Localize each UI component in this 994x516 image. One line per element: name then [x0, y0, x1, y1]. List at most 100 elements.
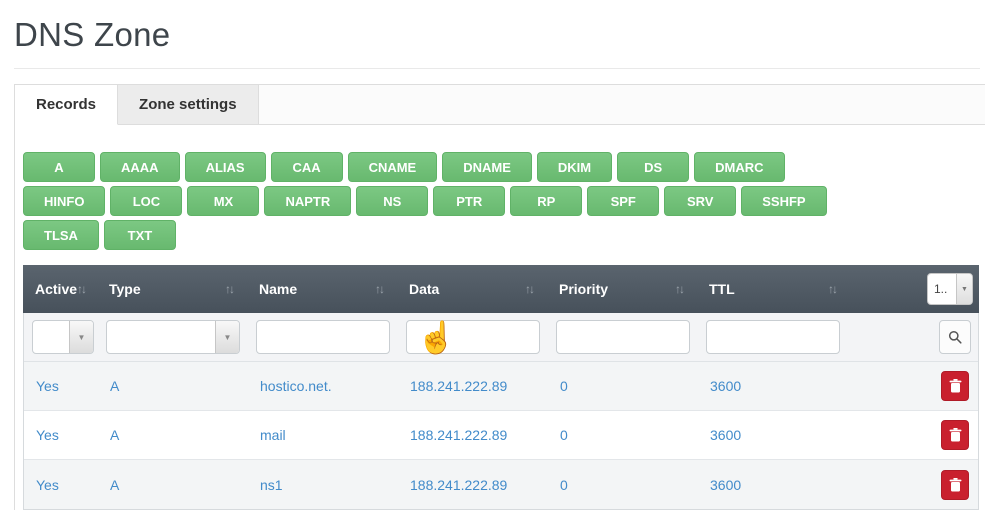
record-type-button-srv[interactable]: SRV — [664, 186, 737, 216]
tab-bar: Records Zone settings — [15, 84, 985, 125]
column-label-name: Name — [259, 281, 298, 297]
record-type-button-cname[interactable]: CNAME — [347, 152, 438, 182]
filter-name-input[interactable] — [256, 320, 390, 354]
column-header-ttl[interactable]: TTL ↑↓ — [697, 281, 923, 297]
record-type-row-2: HINFO LOC MX NAPTR NS PTR RP SPF SRV SSH… — [23, 186, 985, 216]
cell-active[interactable]: Yes — [36, 476, 59, 493]
column-label-data: Data — [409, 281, 440, 297]
filter-priority-input[interactable] — [556, 320, 690, 354]
column-header-active[interactable]: Active ↑↓ — [23, 281, 97, 297]
chevron-down-icon[interactable]: ▼ — [69, 321, 93, 353]
record-type-button-txt[interactable]: TXT — [103, 220, 176, 250]
column-label-active: Active — [35, 281, 78, 297]
record-type-button-a[interactable]: A — [23, 152, 95, 182]
sort-icon[interactable]: ↑↓ — [675, 282, 685, 296]
record-type-button-dkim[interactable]: DKIM — [536, 152, 613, 182]
table-row: Yes A mail 188.241.222.89 0 3600 — [24, 411, 978, 460]
delete-record-button[interactable] — [941, 420, 969, 450]
chevron-down-icon[interactable]: ▼ — [956, 274, 972, 304]
column-header-name[interactable]: Name ↑↓ — [247, 281, 397, 297]
cell-ttl[interactable]: 3600 — [710, 476, 742, 493]
filter-type-select[interactable]: ▼ — [106, 320, 240, 354]
column-label-ttl: TTL — [709, 281, 735, 297]
cell-name[interactable]: mail — [260, 427, 286, 443]
delete-record-button[interactable] — [941, 371, 969, 401]
record-type-row-3: TLSA TXT — [23, 220, 985, 250]
record-type-row-1: A AAAA ALIAS CAA CNAME DNAME DKIM DS DMA… — [23, 152, 985, 182]
record-type-button-alias[interactable]: ALIAS — [184, 152, 266, 182]
column-header-data[interactable]: Data ↑↓ — [397, 281, 547, 297]
chevron-down-icon[interactable]: ▼ — [215, 321, 239, 353]
search-button[interactable] — [939, 320, 971, 354]
record-type-button-mx[interactable]: MX — [187, 186, 260, 216]
sort-icon[interactable]: ↑↓ — [828, 282, 838, 296]
search-icon — [948, 330, 962, 344]
record-type-button-hinfo[interactable]: HINFO — [23, 186, 106, 216]
cell-active[interactable]: Yes — [36, 378, 59, 394]
cell-ttl[interactable]: 3600 — [710, 427, 742, 443]
cell-priority[interactable]: 0 — [560, 427, 568, 443]
filter-type-value — [107, 321, 215, 353]
dns-zone-pane: Records Zone settings A AAAA ALIAS CAA C… — [14, 84, 985, 510]
title-divider — [14, 68, 980, 69]
page-size-select[interactable]: 1.. ▼ — [927, 273, 973, 305]
record-type-button-ns[interactable]: NS — [356, 186, 429, 216]
record-type-button-ptr[interactable]: PTR — [433, 186, 506, 216]
record-type-button-spf[interactable]: SPF — [587, 186, 660, 216]
column-header-type[interactable]: Type ↑↓ — [97, 281, 247, 297]
cell-type[interactable]: A — [110, 476, 120, 493]
filter-cell-name — [248, 320, 398, 354]
filter-data-input[interactable] — [406, 320, 540, 354]
cell-name[interactable]: ns1 — [260, 476, 283, 493]
record-type-button-rp[interactable]: RP — [510, 186, 583, 216]
cell-actions — [924, 420, 978, 450]
cell-data[interactable]: 188.241.222.89 — [410, 427, 508, 443]
record-type-button-aaaa[interactable]: AAAA — [100, 152, 180, 182]
sort-icon[interactable]: ↑↓ — [77, 282, 87, 296]
filter-active-value — [33, 321, 69, 353]
table-row: Yes A hostico.net. 188.241.222.89 0 3600 — [24, 362, 978, 411]
filter-cell-active: ▼ — [24, 320, 98, 354]
record-type-button-tlsa[interactable]: TLSA — [23, 220, 99, 250]
record-type-button-caa[interactable]: CAA — [270, 152, 343, 182]
column-label-type: Type — [109, 281, 141, 297]
cell-actions — [924, 469, 978, 500]
sort-icon[interactable]: ↑↓ — [525, 282, 535, 296]
record-type-buttons: A AAAA ALIAS CAA CNAME DNAME DKIM DS DMA… — [15, 125, 985, 250]
filter-row: ▼ ▼ — [24, 313, 978, 362]
table-row: Yes A ns1 188.241.222.89 0 3600 — [24, 460, 978, 509]
record-type-button-dmarc[interactable]: DMARC — [694, 152, 785, 182]
cell-priority[interactable]: 0 — [560, 378, 568, 394]
trash-icon — [949, 428, 961, 442]
trash-icon — [949, 477, 961, 491]
cell-active[interactable]: Yes — [36, 427, 59, 443]
filter-ttl-input[interactable] — [706, 320, 840, 354]
column-label-priority: Priority — [559, 281, 609, 297]
tab-zone-settings[interactable]: Zone settings — [118, 85, 259, 124]
record-type-button-ds[interactable]: DS — [617, 152, 690, 182]
cell-type[interactable]: A — [110, 378, 120, 394]
records-table: Active ↑↓ Type ↑↓ Name ↑↓ Data ↑↓ Priori… — [23, 265, 979, 510]
records-table-body: ▼ ▼ — [23, 313, 979, 510]
record-type-button-sshfp[interactable]: SSHFP — [741, 186, 827, 216]
records-table-header: Active ↑↓ Type ↑↓ Name ↑↓ Data ↑↓ Priori… — [23, 265, 979, 313]
delete-record-button[interactable] — [941, 469, 969, 500]
record-type-button-dname[interactable]: DNAME — [442, 152, 532, 182]
filter-cell-ttl — [698, 320, 924, 354]
sort-icon[interactable]: ↑↓ — [375, 282, 385, 296]
cell-priority[interactable]: 0 — [560, 476, 568, 493]
tab-records[interactable]: Records — [15, 85, 119, 125]
filter-cell-priority — [548, 320, 698, 354]
cell-ttl[interactable]: 3600 — [710, 378, 742, 394]
cell-actions — [924, 371, 978, 401]
cell-type[interactable]: A — [110, 427, 120, 443]
record-type-button-loc[interactable]: LOC — [110, 186, 183, 216]
filter-active-select[interactable]: ▼ — [32, 320, 94, 354]
column-header-priority[interactable]: Priority ↑↓ — [547, 281, 697, 297]
column-header-actions: 1.. ▼ — [923, 273, 979, 305]
cell-data[interactable]: 188.241.222.89 — [410, 476, 508, 493]
cell-data[interactable]: 188.241.222.89 — [410, 378, 508, 394]
sort-icon[interactable]: ↑↓ — [225, 282, 235, 296]
cell-name[interactable]: hostico.net. — [260, 378, 332, 394]
record-type-button-naptr[interactable]: NAPTR — [264, 186, 352, 216]
